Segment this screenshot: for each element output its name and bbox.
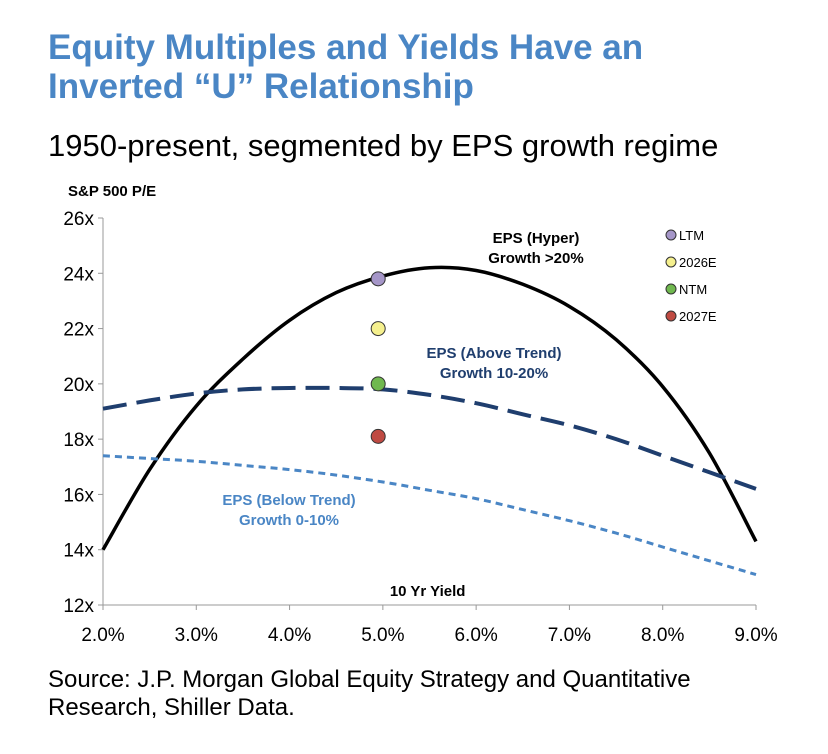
point-2026e — [370, 321, 386, 337]
legend-marker-2027e — [665, 310, 677, 322]
x-axis-title: 10 Yr Yield — [390, 583, 466, 600]
y-tick-label: 24x — [63, 264, 94, 285]
x-tick-label: 3.0% — [175, 625, 218, 646]
series-label-eps-hyper-line: EPS (Hyper) — [493, 230, 580, 247]
x-tick-label: 9.0% — [734, 625, 777, 646]
series-label-eps-above-trend-line: EPS (Above Trend) — [426, 345, 561, 362]
point-ntm — [370, 376, 386, 392]
x-tick-label: 2.0% — [81, 625, 124, 646]
series-label-eps-below-trend-line: Growth 0-10% — [239, 512, 339, 529]
source-line-2: Research, Shiller Data. — [48, 694, 295, 721]
point-2027e — [370, 428, 386, 444]
y-tick-label: 26x — [63, 209, 94, 230]
series-label-eps-above-trend-line: Growth 10-20% — [440, 365, 548, 382]
legend-label-2027e: 2027E — [679, 309, 717, 324]
legend-marker-ltm — [665, 229, 677, 241]
y-tick-label: 18x — [63, 430, 94, 451]
series-line-eps-below-trend — [102, 454, 757, 577]
y-tick-label: 20x — [63, 375, 94, 396]
page-subtitle: 1950-present, segmented by EPS growth re… — [48, 128, 719, 163]
x-tick-label: 4.0% — [268, 625, 311, 646]
legend-label-ltm: LTM — [679, 228, 704, 243]
y-tick-label: 22x — [63, 320, 94, 341]
legend-label-2026e: 2026E — [679, 255, 717, 270]
title-line-1: Equity Multiples and Yields Have an — [48, 28, 644, 67]
page-title: Equity Multiples and Yields Have an Inve… — [48, 28, 808, 106]
source-line-1: Source: J.P. Morgan Global Equity Strate… — [48, 666, 691, 693]
x-tick-label: 5.0% — [361, 625, 404, 646]
y-tick-label: 14x — [63, 541, 94, 562]
source-note: Source: J.P. Morgan Global Equity Strate… — [48, 666, 818, 722]
series-line-eps-hyper — [101, 265, 758, 551]
y-tick-label: 16x — [63, 485, 94, 506]
y-axis-title: S&P 500 P/E — [68, 183, 156, 200]
x-tick-label: 6.0% — [454, 625, 497, 646]
series-line-eps-above-trend — [102, 385, 757, 491]
eps-regime-chart: 12x 14x 16x 18x 20x 22x 24x 26x 2.0% 3.0% 4.0% 5.0%… — [63, 183, 777, 646]
x-tick-label: 7.0% — [548, 625, 591, 646]
legend-marker-2026e — [665, 256, 677, 268]
y-tick-label: 12x — [63, 596, 94, 617]
legend-label-ntm: NTM — [679, 282, 707, 297]
series-label-eps-hyper-line: Growth >20% — [488, 250, 583, 267]
point-ltm — [370, 271, 386, 287]
legend-marker-ntm — [665, 283, 677, 295]
x-tick-label: 8.0% — [641, 625, 684, 646]
title-line-2: Inverted “U” Relationship — [48, 67, 474, 106]
series-label-eps-below-trend-line: EPS (Below Trend) — [222, 492, 355, 509]
